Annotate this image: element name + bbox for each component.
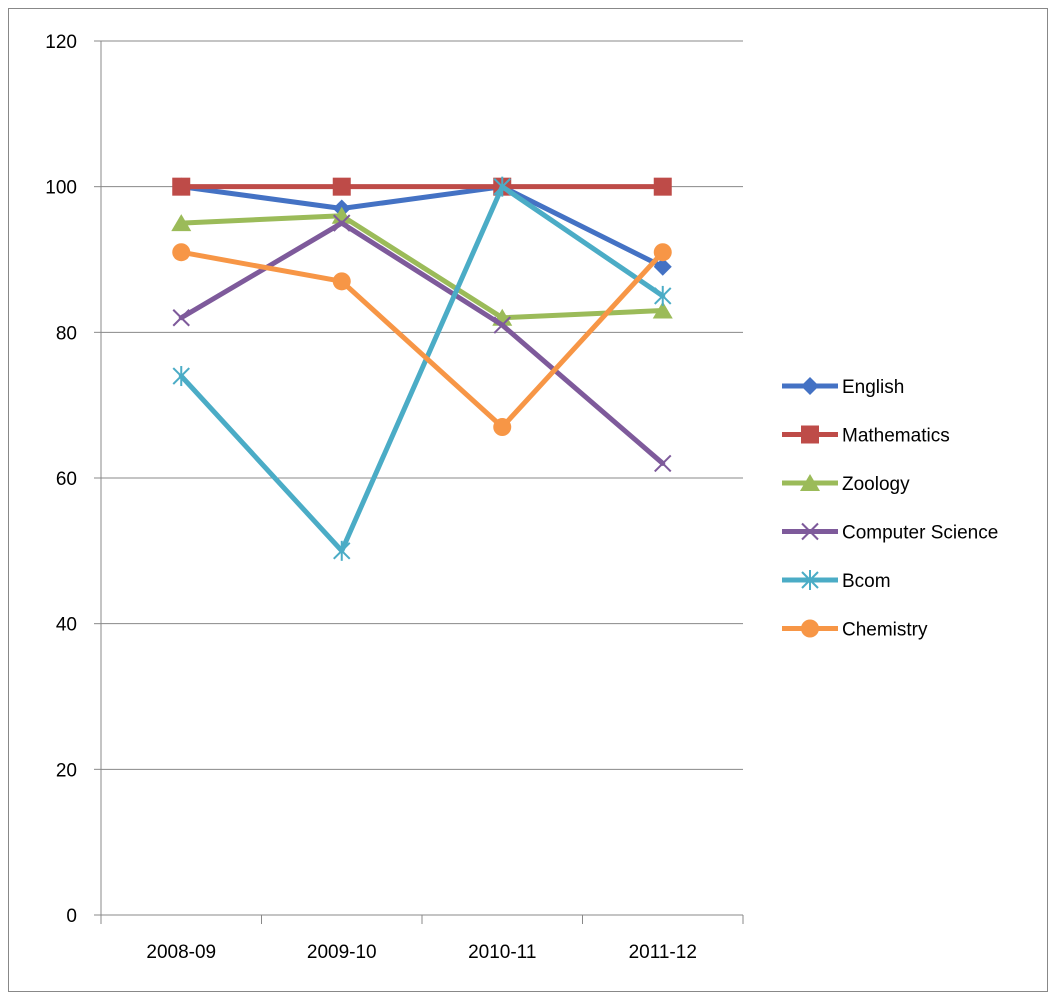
legend-marker-computer-science (801, 522, 819, 541)
data-point-chemistry (172, 243, 191, 262)
y-tick-label: 120 (45, 32, 77, 53)
marker-circle-shape (493, 418, 512, 437)
legend-marker-english (801, 377, 819, 395)
data-point-chemistry (653, 243, 672, 262)
marker-square-shape (172, 177, 191, 196)
data-point-english (653, 257, 672, 276)
marker-diamond-shape (801, 377, 819, 395)
legend-label-zoology: Zoology (842, 474, 910, 495)
data-point-bcom (172, 366, 190, 387)
data-point-bcom (493, 176, 511, 197)
series-computer-science (172, 214, 672, 473)
legend-item-mathematics: Mathematics (782, 425, 950, 447)
data-point-mathematics (172, 177, 191, 196)
axes: 0 20 40 60 80 100 120 2008-09 2009-10 2010-11 2011… (45, 32, 744, 963)
marker-circle-shape (653, 243, 672, 262)
marker-circle-shape (172, 243, 191, 262)
data-point-bcom (333, 540, 351, 561)
legend-label-computer-science: Computer Science (842, 523, 998, 544)
series-english (172, 177, 672, 276)
x-tick-label: 2008-09 (146, 942, 216, 963)
legend-marker-bcom (801, 570, 819, 590)
marker-diamond-shape (653, 257, 672, 276)
y-tick-label: 80 (56, 323, 77, 344)
series-line-bcom (178, 184, 666, 554)
marker-square-shape (801, 425, 819, 444)
y-tick-label: 0 (66, 906, 77, 927)
marker-triangle-shape (800, 474, 820, 491)
marker-x-stroke (801, 522, 819, 541)
legend-label-chemistry: Chemistry (842, 620, 928, 641)
series-mathematics (172, 177, 672, 196)
x-tick-label: 2011-12 (629, 942, 697, 963)
marker-x-stroke (493, 316, 511, 334)
y-tick-label: 40 (56, 615, 77, 636)
legend-marker-mathematics (801, 425, 819, 444)
chart-frame (8, 8, 1048, 992)
data-point-computer-science (493, 316, 511, 334)
series-chemistry (172, 243, 672, 437)
data-point-mathematics (332, 177, 351, 196)
series-line-zoology (178, 213, 666, 321)
y-tick-label: 20 (56, 760, 77, 781)
marker-triangle-shape (331, 206, 352, 224)
data-point-computer-science (172, 309, 190, 327)
x-tick-label: 2010-11 (468, 942, 536, 963)
data-point-computer-science (333, 214, 351, 232)
legend-marker-chemistry (801, 619, 819, 638)
data-point-mathematics (653, 177, 672, 196)
marker-x-stroke (654, 454, 672, 473)
data-point-zoology (331, 206, 352, 224)
series-lines (171, 176, 673, 561)
legend-item-zoology: Zoology (782, 474, 910, 495)
series-bcom (172, 176, 672, 561)
legend-item-bcom: Bcom (782, 570, 891, 592)
legend: English Mathematics Zoology Computer Scienc… (782, 377, 998, 641)
marker-square-shape (653, 177, 672, 196)
legend-item-chemistry: Chemistry (782, 619, 928, 641)
marker-circle-shape (332, 272, 351, 291)
legend-label-english: English (842, 377, 904, 398)
data-point-bcom (654, 285, 672, 306)
data-point-computer-science (654, 454, 672, 473)
marker-circle-shape (801, 619, 819, 638)
marker-triangle-shape (171, 214, 192, 232)
y-tick-label: 60 (56, 469, 77, 490)
data-point-chemistry (332, 272, 351, 291)
marker-square-shape (332, 177, 351, 196)
data-point-zoology (171, 214, 192, 232)
gridlines (101, 40, 743, 916)
legend-item-computer-science: Computer Science (782, 523, 998, 544)
y-tick-label: 100 (45, 178, 77, 199)
marker-triangle-shape (652, 301, 673, 319)
series-line-computer-science (178, 220, 666, 466)
marker-x-stroke (172, 309, 190, 327)
x-tick-label: 2009-10 (307, 942, 377, 963)
legend-label-bcom: Bcom (842, 571, 891, 592)
marker-x-stroke (333, 214, 351, 232)
legend-item-english: English (782, 377, 904, 398)
series-line-chemistry (178, 249, 666, 430)
legend-label-mathematics: Mathematics (842, 426, 950, 447)
data-point-chemistry (493, 418, 512, 437)
data-point-zoology (652, 301, 673, 319)
legend-marker-zoology (800, 474, 820, 491)
series-line-english (178, 184, 666, 270)
